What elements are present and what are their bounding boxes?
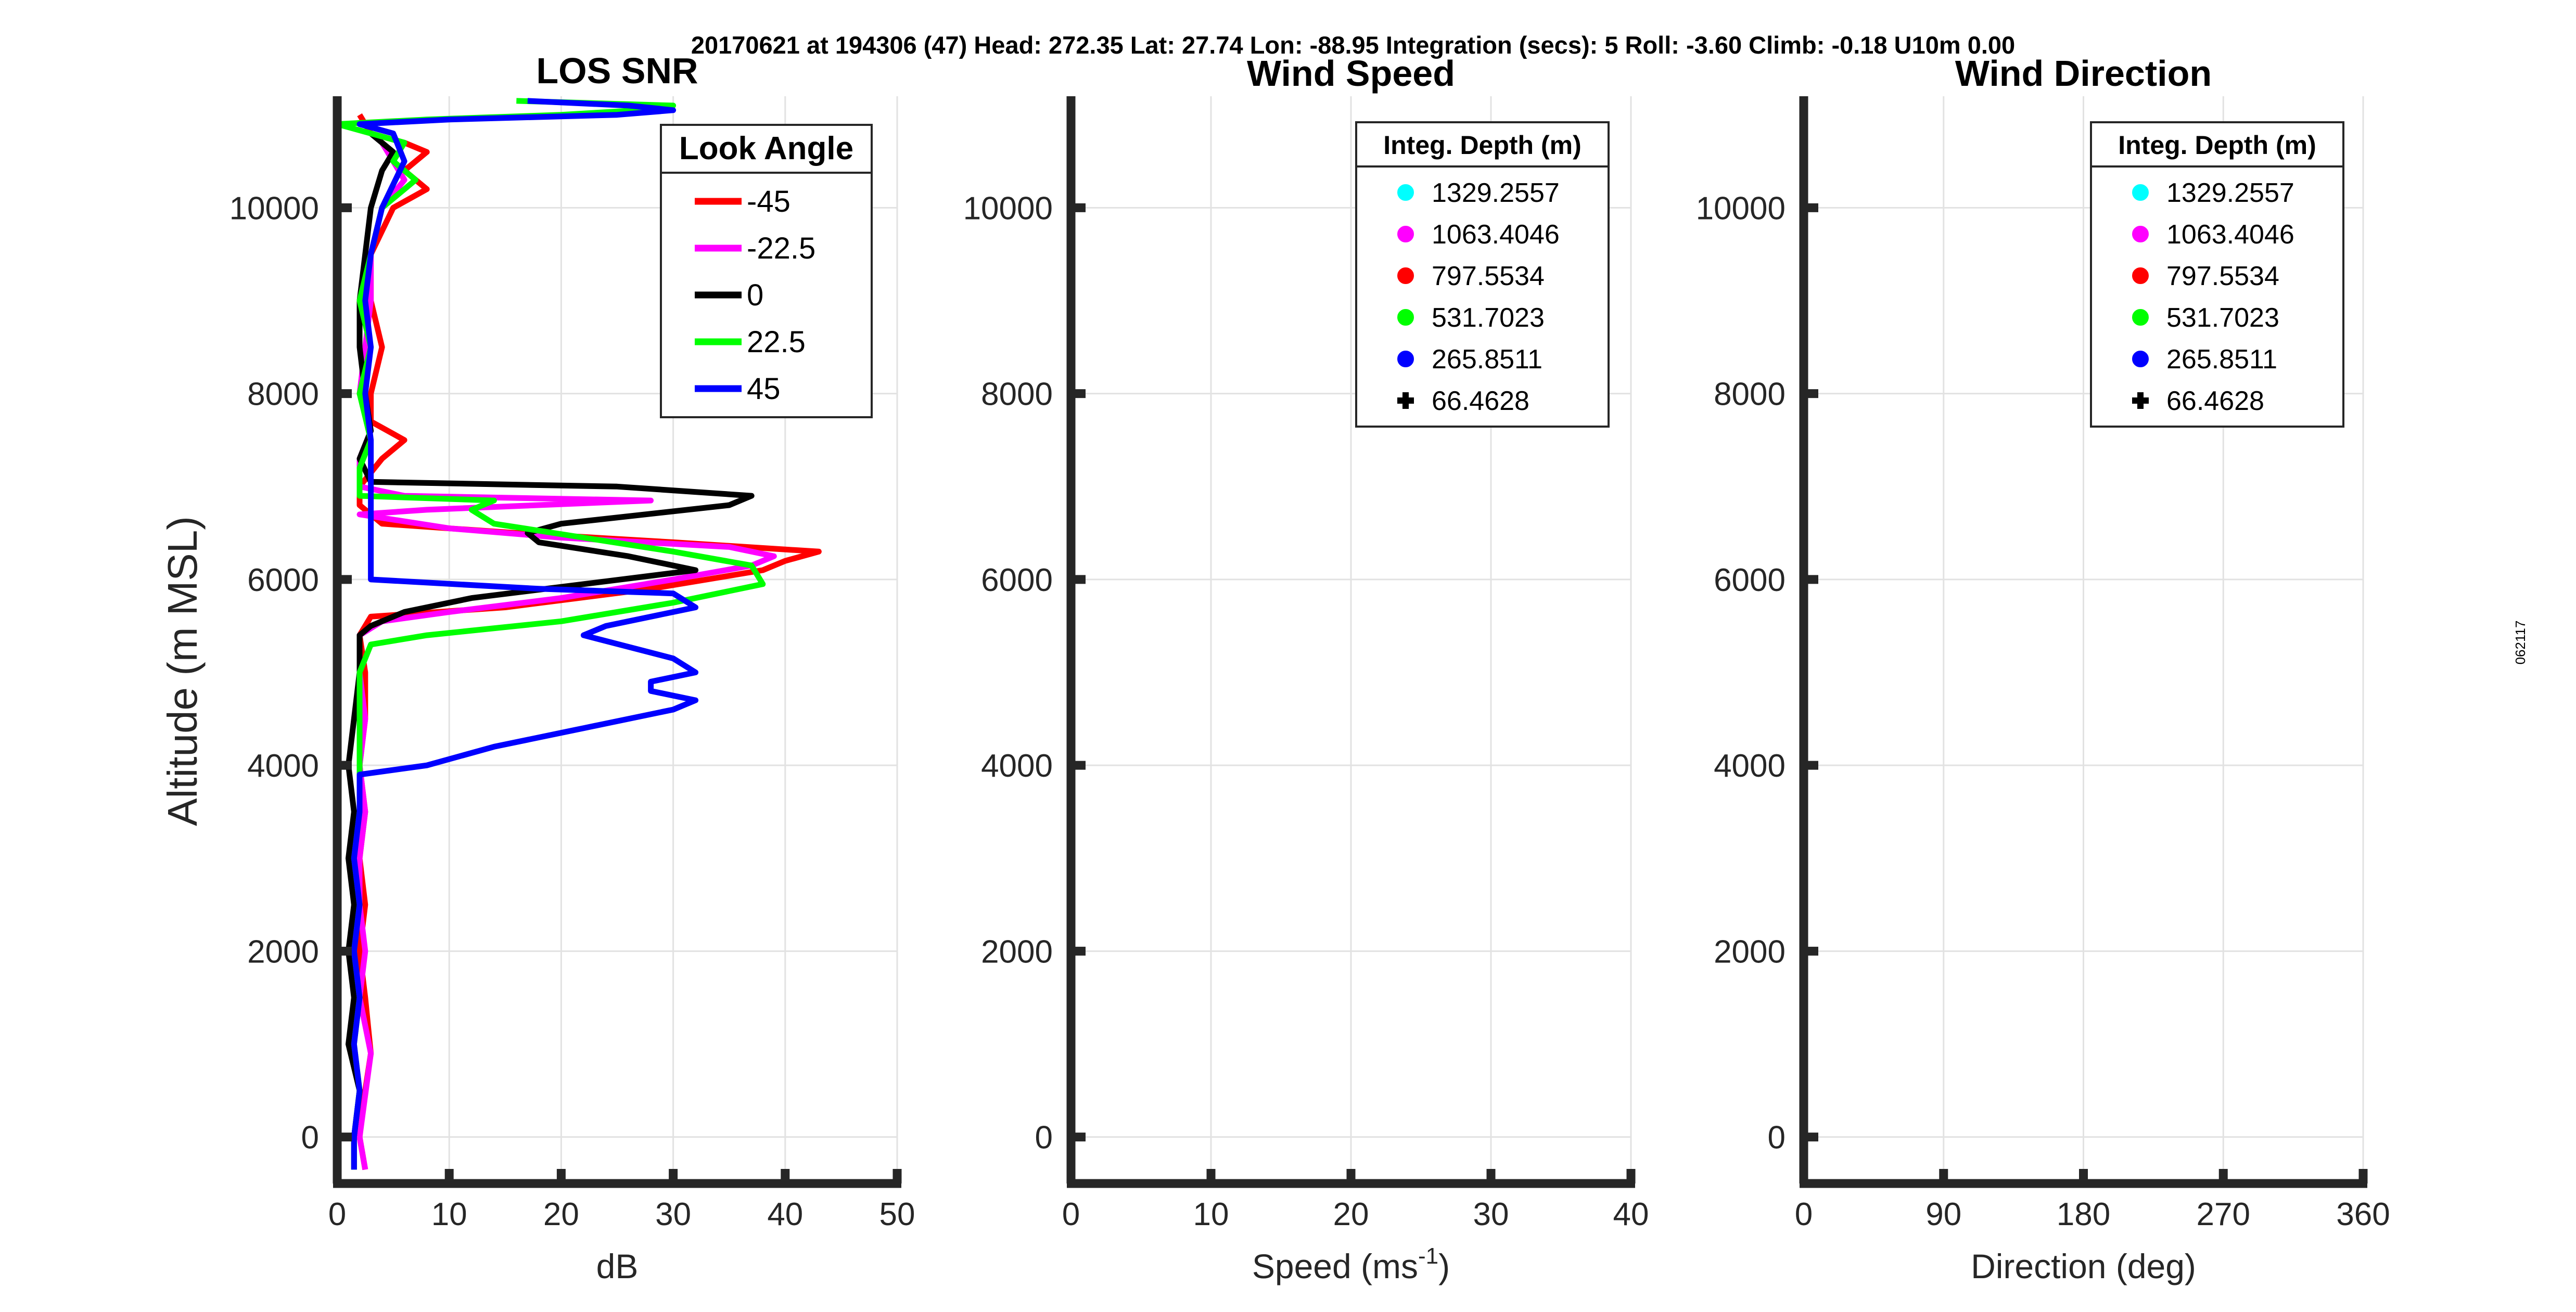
wind-direction-legend-marker [2132, 267, 2149, 284]
wind-direction-ytick-label: 10000 [1696, 190, 1786, 226]
figure-header: 20170621 at 194306 (47) Head: 272.35 Lat… [691, 31, 2015, 59]
wind-direction-legend-entry: 66.4628 [2166, 386, 2264, 416]
wind-direction-ytick-label: 0 [1768, 1120, 1786, 1156]
wind-direction-legend-marker [2132, 392, 2149, 409]
wind-speed-legend-entry: 797.5534 [1432, 261, 1545, 291]
wind-direction-legend-marker [2132, 226, 2149, 242]
wind-speed-legend-marker [1397, 309, 1414, 326]
wind-speed-xlabel-sup: -1 [1418, 1243, 1438, 1269]
wind-speed-title: Wind Speed [1247, 53, 1455, 94]
wind-speed-ytick-label: 0 [1035, 1120, 1053, 1156]
los-snr-xtick-label: 30 [655, 1197, 691, 1232]
side-label: 062117 [2513, 621, 2528, 665]
los-snr-series-0 [346, 131, 755, 1170]
los-snr-legend-entry: 22.5 [747, 325, 806, 359]
wind-direction-xtick-label: 0 [1795, 1197, 1813, 1232]
los-snr-xtick-label: 0 [328, 1197, 346, 1232]
wind-speed-xlabel: Speed (ms-1) [1252, 1243, 1450, 1285]
wind-speed-legend-marker [1397, 184, 1414, 201]
los-snr-xtick-label: 20 [543, 1197, 579, 1232]
los-snr-series--45 [356, 113, 822, 1170]
wind-direction-xtick-label: 360 [2336, 1197, 2390, 1232]
wind-speed-legend-marker [1397, 392, 1414, 409]
wind-speed-ytick-label: 8000 [981, 377, 1053, 413]
los-snr-legend: Look Angle -45 -22.5 0 22.5 45 [660, 124, 873, 418]
wind-speed-panel: 0 10 20 30 40 0 2000 4000 6000 8000 10000 Wind Spee… [963, 53, 1649, 1285]
los-snr-ytick-label: 8000 [247, 377, 319, 413]
wind-direction-panel: 0 90 180 270 360 0 2000 4000 6000 8000 10000 Wind D… [1696, 53, 2390, 1285]
los-snr-ytick-label: 0 [301, 1120, 319, 1156]
wind-speed-xtick-label: 10 [1193, 1197, 1229, 1232]
wind-direction-ytick-label: 4000 [1714, 748, 1786, 784]
wind-direction-ytick-label: 2000 [1714, 934, 1786, 970]
wind-direction-xtick-label: 180 [2057, 1197, 2110, 1232]
los-snr-legend-entry: 0 [747, 278, 763, 312]
wind-speed-xtick-label: 0 [1062, 1197, 1080, 1232]
wind-speed-xtick-label: 40 [1613, 1197, 1649, 1232]
los-snr-ytick-label: 6000 [247, 562, 319, 598]
wind-speed-legend-marker [1397, 351, 1414, 367]
wind-speed-xlabel-end: ) [1438, 1247, 1450, 1285]
wind-speed-legend-marker [1397, 226, 1414, 242]
los-snr-ytick-label: 10000 [229, 190, 319, 226]
wind-speed-legend: Integ. Depth (m) 1329.2557 1063.4046 797.55… [1355, 121, 1610, 428]
wind-direction-legend-entry: 531.7023 [2166, 303, 2279, 333]
los-snr-ytick-label: 2000 [247, 934, 319, 970]
wind-speed-ytick-label: 6000 [981, 562, 1053, 598]
los-snr-xlabel: dB [596, 1247, 639, 1285]
los-snr-ytick-label: 4000 [247, 748, 319, 784]
los-snr-legend-entry: 45 [747, 372, 781, 406]
wind-speed-ytick-label: 4000 [981, 748, 1053, 784]
wind-speed-legend-entry: 265.8511 [1432, 344, 1542, 375]
los-snr-xtick-label: 10 [431, 1197, 467, 1232]
wind-direction-legend: Integ. Depth (m) 1329.2557 1063.4046 797.55… [2090, 121, 2344, 428]
wind-direction-legend-entry: 1329.2557 [2166, 178, 2294, 208]
wind-direction-ytick-label: 8000 [1714, 377, 1786, 413]
wind-direction-title: Wind Direction [1955, 53, 2212, 94]
wind-speed-xtick-label: 30 [1473, 1197, 1509, 1232]
wind-direction-legend-entry: 797.5534 [2166, 261, 2279, 291]
los-snr-xtick-label: 40 [767, 1197, 803, 1232]
wind-speed-ytick-label: 2000 [981, 934, 1053, 970]
los-snr-series-45 [351, 98, 699, 1170]
wind-speed-legend-entry: 1063.4046 [1432, 220, 1560, 250]
wind-direction-ytick-label: 6000 [1714, 562, 1786, 598]
wind-speed-legend-entry: 531.7023 [1432, 303, 1545, 333]
los-snr-xtick-label: 50 [879, 1197, 915, 1232]
los-snr-panel: 0 10 20 30 40 50 0 2000 4000 6000 8000 10000 LOS SNR… [159, 50, 915, 1285]
wind-speed-legend-title: Integ. Depth (m) [1383, 131, 1582, 160]
los-snr-legend-title: Look Angle [679, 131, 853, 166]
wind-direction-legend-entry: 265.8511 [2166, 344, 2277, 375]
wind-direction-legend-marker [2132, 184, 2149, 201]
wind-direction-legend-title: Integ. Depth (m) [2118, 131, 2316, 160]
wind-speed-ytick-label: 10000 [963, 190, 1053, 226]
wind-speed-xtick-label: 20 [1333, 1197, 1369, 1232]
wind-direction-xlabel: Direction (deg) [1971, 1247, 2196, 1285]
wind-speed-legend-marker [1397, 267, 1414, 284]
wind-direction-legend-marker [2132, 309, 2149, 326]
wind-speed-legend-entry: 66.4628 [1432, 386, 1529, 416]
wind-direction-legend-marker [2132, 351, 2149, 367]
wind-direction-legend-entry: 1063.4046 [2166, 220, 2294, 250]
wind-direction-xtick-label: 270 [2197, 1197, 2250, 1232]
los-snr-ylabel: Altitude (m MSL) [159, 516, 206, 826]
wind-speed-legend-entry: 1329.2557 [1432, 178, 1560, 208]
los-snr-title: LOS SNR [536, 50, 698, 91]
wind-direction-xtick-label: 90 [1925, 1197, 1961, 1232]
los-snr-legend-entry: -45 [747, 185, 790, 218]
los-snr-legend-entry: -22.5 [747, 231, 815, 265]
